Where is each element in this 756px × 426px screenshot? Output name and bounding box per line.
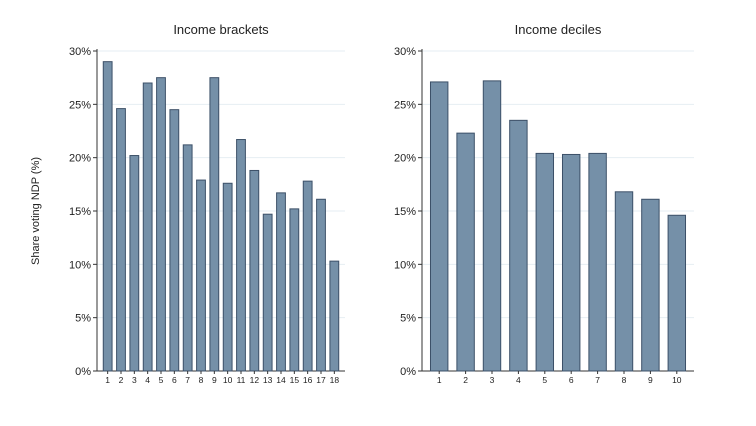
y-tick-label: 15% bbox=[394, 206, 416, 218]
x-tick-label: 4 bbox=[145, 375, 150, 385]
x-tick-label: 17 bbox=[316, 375, 326, 385]
bar-3 bbox=[482, 80, 502, 372]
x-tick-label: 8 bbox=[622, 375, 627, 385]
x-tick-label: 1 bbox=[437, 375, 442, 385]
y-axis-label: Share voting NDP (%) bbox=[30, 157, 42, 265]
x-tick-label: 9 bbox=[212, 375, 217, 385]
x-tick-label: 10 bbox=[223, 375, 233, 385]
bar-9 bbox=[209, 77, 220, 372]
bar-8 bbox=[196, 179, 206, 372]
bar-14 bbox=[276, 192, 286, 372]
x-tick-label: 9 bbox=[648, 375, 653, 385]
x-tick-label: 10 bbox=[672, 375, 682, 385]
bar-1 bbox=[429, 81, 449, 372]
y-tick-label: 30% bbox=[69, 46, 91, 58]
y-tick-label: 10% bbox=[394, 259, 416, 271]
bar-9 bbox=[641, 198, 660, 372]
bar-6 bbox=[169, 109, 180, 372]
panel-title: Income brackets bbox=[173, 22, 269, 37]
bar-17 bbox=[316, 198, 326, 372]
x-tick-label: 12 bbox=[250, 375, 260, 385]
bar-4 bbox=[142, 82, 153, 372]
y-tick-label: 20% bbox=[69, 153, 91, 165]
x-tick-label: 1 bbox=[105, 375, 110, 385]
bar-12 bbox=[249, 169, 260, 372]
bar-10 bbox=[222, 182, 233, 372]
y-tick-label: 15% bbox=[69, 206, 91, 218]
x-tick-label: 11 bbox=[237, 375, 246, 385]
x-tick-label: 3 bbox=[132, 375, 137, 385]
x-tick-label: 2 bbox=[463, 375, 468, 385]
bar-5 bbox=[535, 152, 555, 372]
bar-1 bbox=[102, 61, 113, 372]
x-tick-label: 8 bbox=[199, 375, 204, 385]
x-tick-label: 6 bbox=[172, 375, 177, 385]
bar-18 bbox=[329, 260, 340, 372]
y-tick-label: 25% bbox=[394, 99, 416, 111]
bar-2 bbox=[456, 132, 475, 372]
y-tick-label: 0% bbox=[75, 366, 91, 378]
x-tick-label: 5 bbox=[159, 375, 164, 385]
x-tick-label: 4 bbox=[516, 375, 521, 385]
bar-7 bbox=[182, 144, 193, 372]
y-tick-label: 0% bbox=[400, 366, 416, 378]
y-tick-label: 10% bbox=[69, 259, 91, 271]
bar-3 bbox=[129, 155, 140, 372]
panel-title: Income deciles bbox=[515, 22, 602, 37]
bar-16 bbox=[302, 180, 313, 372]
y-tick-label: 5% bbox=[75, 313, 91, 325]
bar-7 bbox=[588, 152, 607, 372]
panel-income-brackets: Income brackets 0%5%10%15%20%25%30%1 2 3 4 5… bbox=[69, 22, 345, 385]
bar-5 bbox=[156, 77, 166, 372]
x-tick-label: 13 bbox=[263, 375, 273, 385]
bar-8 bbox=[614, 191, 634, 372]
x-tick-label: 14 bbox=[276, 375, 286, 385]
bar-13 bbox=[262, 213, 273, 372]
x-tick-label: 15 bbox=[290, 375, 300, 385]
y-tick-label: 20% bbox=[394, 153, 416, 165]
x-tick-label: 5 bbox=[542, 375, 547, 385]
x-tick-label: 18 bbox=[330, 375, 340, 385]
panel-income-deciles: Income deciles 0% 5% 10% 15% 20% 25% 30% 1 2 3 4 5 6… bbox=[394, 22, 694, 385]
bar-2 bbox=[116, 108, 126, 372]
x-tick-label: 6 bbox=[569, 375, 574, 385]
y-tick-label: 5% bbox=[400, 313, 416, 325]
x-tick-label: 2 bbox=[119, 375, 124, 385]
bar-15 bbox=[289, 208, 300, 372]
x-tick-label: 16 bbox=[303, 375, 313, 385]
y-tick-label: 30% bbox=[394, 46, 416, 58]
bar-6 bbox=[561, 153, 581, 372]
bar-4 bbox=[509, 119, 528, 372]
x-tick-label: 7 bbox=[595, 375, 600, 385]
y-tick-label: 25% bbox=[69, 99, 91, 111]
x-tick-label: 3 bbox=[490, 375, 495, 385]
bar-11 bbox=[236, 139, 246, 372]
bar-10 bbox=[667, 214, 687, 372]
x-tick-label: 7 bbox=[185, 375, 190, 385]
